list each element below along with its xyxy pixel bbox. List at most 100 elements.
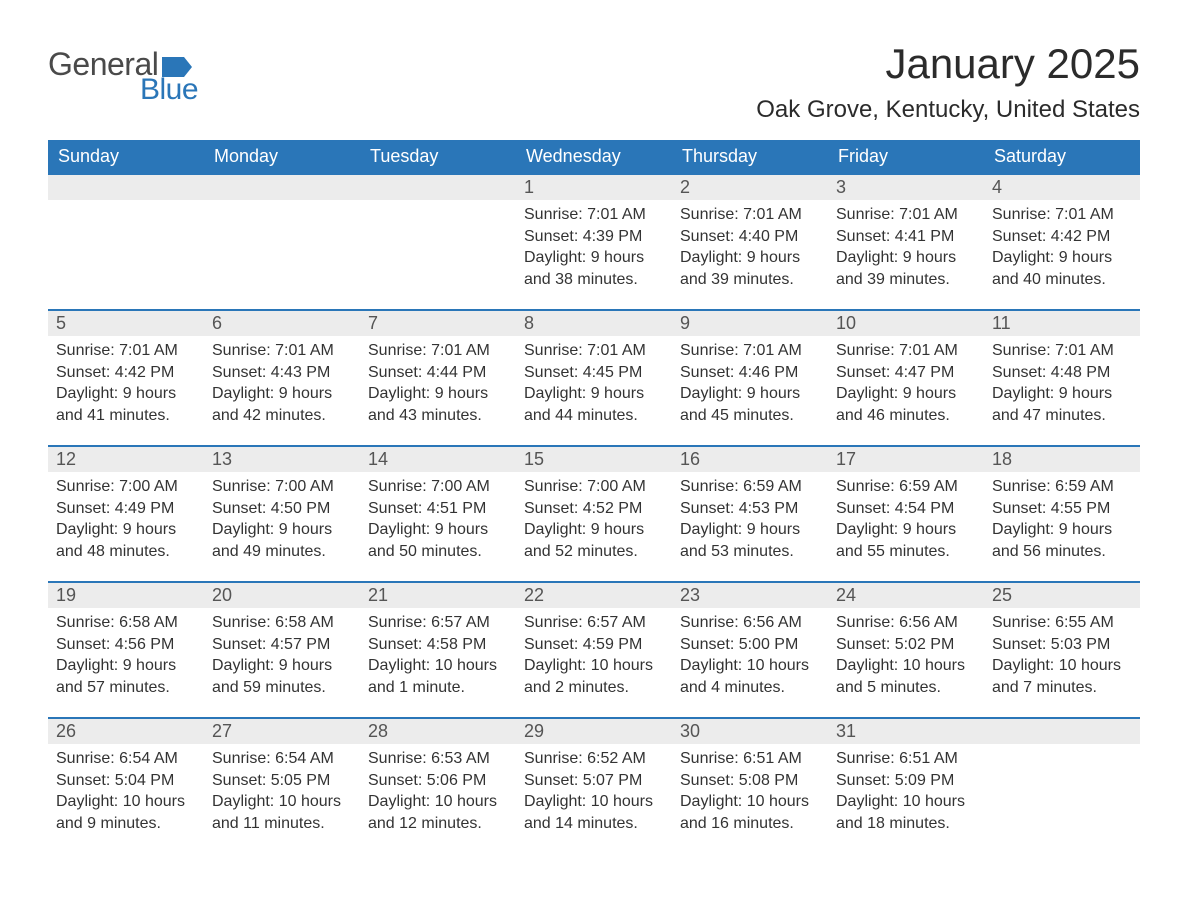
- day-content-row: Sunrise: 7:01 AMSunset: 4:42 PMDaylight:…: [48, 336, 1140, 446]
- day-number-cell: 10: [828, 310, 984, 336]
- day-number-cell: 13: [204, 446, 360, 472]
- sunrise-text: Sunrise: 6:51 AM: [680, 748, 820, 770]
- sunrise-text: Sunrise: 7:00 AM: [56, 476, 196, 498]
- sunset-text: Sunset: 5:05 PM: [212, 770, 352, 792]
- day-number-cell: 11: [984, 310, 1140, 336]
- sunset-text: Sunset: 4:49 PM: [56, 498, 196, 520]
- day-content-cell: [204, 200, 360, 310]
- day-number-cell: 23: [672, 582, 828, 608]
- day-content-cell: Sunrise: 6:59 AMSunset: 4:55 PMDaylight:…: [984, 472, 1140, 582]
- day-number-cell: 25: [984, 582, 1140, 608]
- day-number-cell: 28: [360, 718, 516, 744]
- sunset-text: Sunset: 4:41 PM: [836, 226, 976, 248]
- sunset-text: Sunset: 4:44 PM: [368, 362, 508, 384]
- day-content-row: Sunrise: 6:54 AMSunset: 5:04 PMDaylight:…: [48, 744, 1140, 854]
- daylight-text: Daylight: 9 hours and 43 minutes.: [368, 383, 508, 426]
- sunset-text: Sunset: 5:06 PM: [368, 770, 508, 792]
- sunrise-text: Sunrise: 7:00 AM: [368, 476, 508, 498]
- day-content-row: Sunrise: 6:58 AMSunset: 4:56 PMDaylight:…: [48, 608, 1140, 718]
- day-number-cell: [984, 718, 1140, 744]
- day-number-cell: 20: [204, 582, 360, 608]
- day-content-cell: Sunrise: 7:01 AMSunset: 4:42 PMDaylight:…: [984, 200, 1140, 310]
- sunset-text: Sunset: 4:50 PM: [212, 498, 352, 520]
- day-content-cell: Sunrise: 7:00 AMSunset: 4:50 PMDaylight:…: [204, 472, 360, 582]
- weekday-header: Wednesday: [516, 140, 672, 174]
- day-number-row: 12131415161718: [48, 446, 1140, 472]
- day-number-cell: [48, 174, 204, 200]
- day-number-cell: 5: [48, 310, 204, 336]
- day-number-row: 1234: [48, 174, 1140, 200]
- sunrise-text: Sunrise: 7:01 AM: [212, 340, 352, 362]
- day-number-cell: 30: [672, 718, 828, 744]
- daylight-text: Daylight: 9 hours and 45 minutes.: [680, 383, 820, 426]
- day-content-cell: Sunrise: 7:01 AMSunset: 4:42 PMDaylight:…: [48, 336, 204, 446]
- daylight-text: Daylight: 10 hours and 2 minutes.: [524, 655, 664, 698]
- sunrise-text: Sunrise: 7:00 AM: [212, 476, 352, 498]
- daylight-text: Daylight: 9 hours and 40 minutes.: [992, 247, 1132, 290]
- weekday-header: Tuesday: [360, 140, 516, 174]
- day-number-cell: 31: [828, 718, 984, 744]
- day-number-cell: 16: [672, 446, 828, 472]
- day-content-cell: Sunrise: 6:57 AMSunset: 4:59 PMDaylight:…: [516, 608, 672, 718]
- day-content-cell: Sunrise: 6:54 AMSunset: 5:04 PMDaylight:…: [48, 744, 204, 854]
- daylight-text: Daylight: 9 hours and 39 minutes.: [836, 247, 976, 290]
- sunset-text: Sunset: 5:04 PM: [56, 770, 196, 792]
- day-number-cell: 9: [672, 310, 828, 336]
- day-number-cell: 12: [48, 446, 204, 472]
- day-content-cell: Sunrise: 6:56 AMSunset: 5:00 PMDaylight:…: [672, 608, 828, 718]
- day-content-cell: Sunrise: 7:00 AMSunset: 4:51 PMDaylight:…: [360, 472, 516, 582]
- daylight-text: Daylight: 9 hours and 42 minutes.: [212, 383, 352, 426]
- sunset-text: Sunset: 5:09 PM: [836, 770, 976, 792]
- sunrise-text: Sunrise: 6:58 AM: [56, 612, 196, 634]
- sunset-text: Sunset: 4:48 PM: [992, 362, 1132, 384]
- daylight-text: Daylight: 9 hours and 41 minutes.: [56, 383, 196, 426]
- sunrise-text: Sunrise: 6:58 AM: [212, 612, 352, 634]
- sunrise-text: Sunrise: 6:59 AM: [992, 476, 1132, 498]
- sunset-text: Sunset: 4:57 PM: [212, 634, 352, 656]
- day-content-row: Sunrise: 7:01 AMSunset: 4:39 PMDaylight:…: [48, 200, 1140, 310]
- sunrise-text: Sunrise: 6:52 AM: [524, 748, 664, 770]
- sunset-text: Sunset: 5:00 PM: [680, 634, 820, 656]
- sunrise-text: Sunrise: 7:01 AM: [680, 340, 820, 362]
- sunset-text: Sunset: 4:47 PM: [836, 362, 976, 384]
- day-number-cell: 29: [516, 718, 672, 744]
- sunset-text: Sunset: 4:39 PM: [524, 226, 664, 248]
- day-content-cell: Sunrise: 7:01 AMSunset: 4:40 PMDaylight:…: [672, 200, 828, 310]
- sunset-text: Sunset: 4:55 PM: [992, 498, 1132, 520]
- sunset-text: Sunset: 4:58 PM: [368, 634, 508, 656]
- daylight-text: Daylight: 10 hours and 4 minutes.: [680, 655, 820, 698]
- sunrise-text: Sunrise: 7:01 AM: [680, 204, 820, 226]
- sunrise-text: Sunrise: 6:57 AM: [524, 612, 664, 634]
- day-content-cell: Sunrise: 6:56 AMSunset: 5:02 PMDaylight:…: [828, 608, 984, 718]
- day-number-row: 19202122232425: [48, 582, 1140, 608]
- daylight-text: Daylight: 10 hours and 14 minutes.: [524, 791, 664, 834]
- day-content-cell: Sunrise: 7:00 AMSunset: 4:49 PMDaylight:…: [48, 472, 204, 582]
- day-number-cell: 7: [360, 310, 516, 336]
- logo-blue-text: Blue: [140, 73, 198, 107]
- sunrise-text: Sunrise: 7:01 AM: [836, 204, 976, 226]
- day-number-cell: 19: [48, 582, 204, 608]
- day-number-cell: 4: [984, 174, 1140, 200]
- daylight-text: Daylight: 10 hours and 5 minutes.: [836, 655, 976, 698]
- day-content-cell: Sunrise: 6:58 AMSunset: 4:57 PMDaylight:…: [204, 608, 360, 718]
- sunset-text: Sunset: 5:02 PM: [836, 634, 976, 656]
- sunset-text: Sunset: 4:40 PM: [680, 226, 820, 248]
- weekday-header: Saturday: [984, 140, 1140, 174]
- day-number-cell: 15: [516, 446, 672, 472]
- day-content-cell: Sunrise: 6:53 AMSunset: 5:06 PMDaylight:…: [360, 744, 516, 854]
- sunrise-text: Sunrise: 7:01 AM: [524, 340, 664, 362]
- sunrise-text: Sunrise: 7:01 AM: [368, 340, 508, 362]
- daylight-text: Daylight: 9 hours and 57 minutes.: [56, 655, 196, 698]
- sunrise-text: Sunrise: 7:01 AM: [524, 204, 664, 226]
- day-content-cell: Sunrise: 6:57 AMSunset: 4:58 PMDaylight:…: [360, 608, 516, 718]
- day-number-cell: [360, 174, 516, 200]
- day-number-cell: 26: [48, 718, 204, 744]
- day-content-cell: Sunrise: 6:58 AMSunset: 4:56 PMDaylight:…: [48, 608, 204, 718]
- day-content-cell: Sunrise: 7:01 AMSunset: 4:39 PMDaylight:…: [516, 200, 672, 310]
- sunset-text: Sunset: 4:51 PM: [368, 498, 508, 520]
- day-number-cell: 1: [516, 174, 672, 200]
- sunrise-text: Sunrise: 6:59 AM: [680, 476, 820, 498]
- sunrise-text: Sunrise: 7:00 AM: [524, 476, 664, 498]
- daylight-text: Daylight: 9 hours and 46 minutes.: [836, 383, 976, 426]
- sunset-text: Sunset: 5:03 PM: [992, 634, 1132, 656]
